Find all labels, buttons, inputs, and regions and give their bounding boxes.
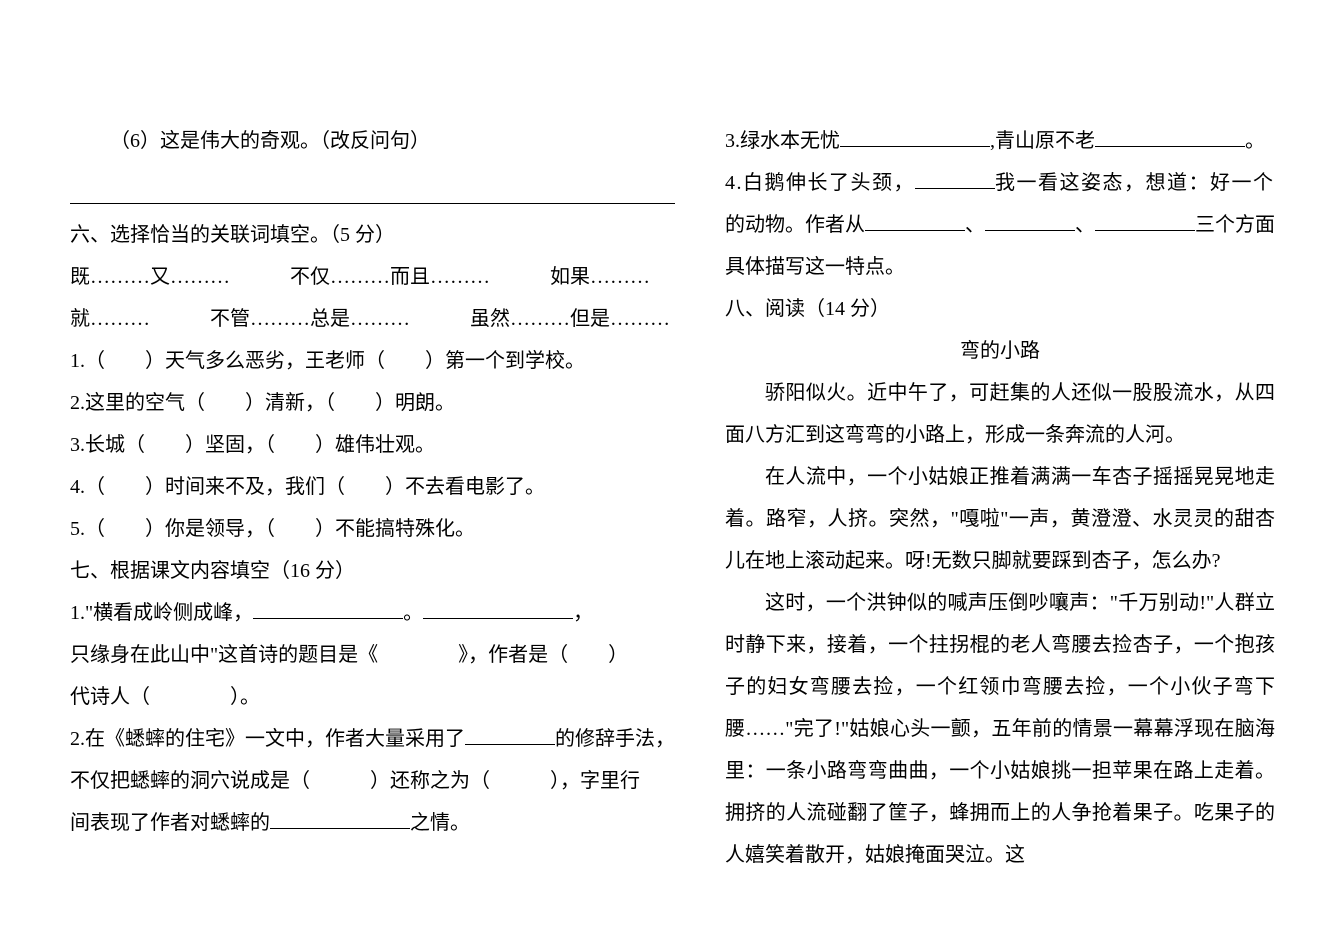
q6-1: 1.（ ）天气多么恶劣，王老师（ ）第一个到学校。 [70, 340, 675, 382]
q6-4: 4.（ ）时间来不及，我们（ ）不去看电影了。 [70, 466, 675, 508]
q7-4-line3: 具体描写这一特点。 [725, 246, 1275, 288]
q6-5: 5.（ ）你是领导，（ ）不能搞特殊化。 [70, 508, 675, 550]
q7-4-line1: 4.白鹅伸长了头颈， 我一看这姿态，想道：好一个 [725, 162, 1275, 204]
story-p1: 骄阳似火。近中午了，可赶集的人还似一股股流水，从四面八方汇到这弯弯的小路上，形成… [725, 372, 1275, 456]
q7-2e: 之情。 [410, 812, 470, 834]
blank [985, 207, 1075, 231]
q7-2-line1: 2.在《蟋蟀的住宅》一文中，作者大量采用了 的修辞手法， [70, 718, 675, 760]
q7-3: 3.绿水本无忧 ,青山原不老 。 [725, 120, 1275, 162]
q7-3b: ,青山原不老 [990, 130, 1095, 152]
q7-4a: 4.白鹅伸长了头颈， [725, 172, 915, 194]
blank [915, 165, 995, 189]
q6-2: 2.这里的空气（ ）清新，（ ）明朗。 [70, 382, 675, 424]
answer-line [70, 172, 675, 204]
blank [465, 721, 555, 745]
q7-1a: 1."横看成岭侧成峰， [70, 602, 253, 624]
story-title: 弯的小路 [725, 330, 1275, 372]
blank [270, 805, 410, 829]
q7-1-line3: 代诗人（ ）。 [70, 676, 675, 718]
right-column: 3.绿水本无忧 ,青山原不老 。 4.白鹅伸长了头颈， 我一看这姿态，想道：好一个 的… [725, 120, 1275, 885]
q7-1-line2: 只缘身在此山中"这首诗的题目是《 》，作者是（ ） [70, 634, 675, 676]
q7-2a: 2.在《蟋蟀的住宅》一文中，作者大量采用了 [70, 728, 465, 750]
q7-2-line2: 不仅把蟋蟀的洞穴说成是（ ）还称之为（ ），字里行 [70, 760, 675, 802]
blank [865, 207, 965, 231]
q7-1c: ， [573, 602, 593, 624]
q7-3a: 3.绿水本无忧 [725, 130, 840, 152]
blank [253, 595, 403, 619]
conjunction-options: 既………又……… 不仅………而且……… 如果………就……… 不管………总是………… [70, 256, 675, 340]
q7-1-line1: 1."横看成岭侧成峰， 。 ， [70, 592, 675, 634]
blank [1095, 123, 1245, 147]
blank [1095, 207, 1195, 231]
q7-4c: 的动物。作者从 [725, 214, 865, 236]
q6-3: 3.长城（ ）坚固，（ ）雄伟壮观。 [70, 424, 675, 466]
q7-4d: 、 [965, 214, 985, 236]
blank [840, 123, 990, 147]
q7-4b: 我一看这姿态，想道：好一个 [995, 172, 1275, 194]
q7-4e: 、 [1075, 214, 1095, 236]
q7-2-line3: 间表现了作者对蟋蟀的 之情。 [70, 802, 675, 844]
section-8-title: 八、阅读（14 分） [725, 288, 1275, 330]
section-6-title: 六、选择恰当的关联词填空。（5 分） [70, 214, 675, 256]
story-p2: 在人流中，一个小姑娘正推着满满一车杏子摇摇晃晃地走着。路窄，人挤。突然，"嘎啦"… [725, 456, 1275, 582]
blank [423, 595, 573, 619]
question-6: （6）这是伟大的奇观。（改反问句） [70, 120, 675, 162]
q7-1b: 。 [403, 602, 423, 624]
q7-2d: 间表现了作者对蟋蟀的 [70, 812, 270, 834]
q7-2b: 的修辞手法， [555, 728, 675, 750]
q7-4-line2: 的动物。作者从 、 、 三个方面 [725, 204, 1275, 246]
q7-3c: 。 [1245, 130, 1265, 152]
left-column: （6）这是伟大的奇观。（改反问句） 六、选择恰当的关联词填空。（5 分） 既……… [70, 120, 675, 885]
q7-4f: 三个方面 [1195, 214, 1275, 236]
story-p3: 这时，一个洪钟似的喊声压倒吵嚷声："千万别动!"人群立时静下来，接着，一个拄拐棍… [725, 582, 1275, 876]
section-7-title: 七、根据课文内容填空（16 分） [70, 550, 675, 592]
